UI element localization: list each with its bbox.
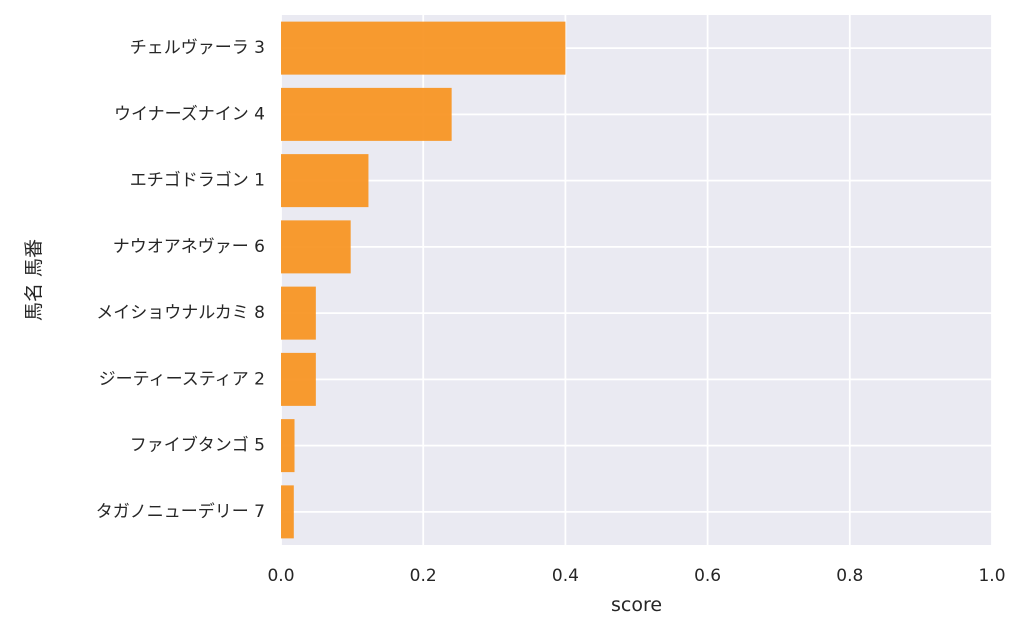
bar bbox=[281, 419, 295, 473]
y-tick-label: チェルヴァーラ 3 bbox=[130, 38, 265, 58]
x-tick-labels: 0.0 0.2 0.4 0.6 0.8 1.0 bbox=[267, 566, 1005, 586]
bar bbox=[281, 21, 566, 75]
x-axis-title: score bbox=[611, 594, 662, 616]
y-tick-label: ファイブタンゴ 5 bbox=[130, 435, 265, 456]
x-tick-label: 0.8 bbox=[836, 566, 863, 586]
y-tick-label: メイショウナルカミ 8 bbox=[96, 303, 265, 323]
bar bbox=[281, 220, 351, 274]
y-tick-label: タガノニューデリー 7 bbox=[96, 501, 265, 522]
bars bbox=[281, 21, 566, 539]
x-tick-label: 1.0 bbox=[978, 566, 1005, 586]
y-tick-label: ジーティースティア 2 bbox=[99, 369, 265, 389]
x-tick-label: 0.2 bbox=[410, 566, 437, 586]
y-tick-labels: チェルヴァーラ 3 ウイナーズナイン 4 エチゴドラゴン 1 ナウオアネヴァー 6 メイ… bbox=[96, 38, 265, 522]
y-tick-label: ウイナーズナイン 4 bbox=[114, 104, 265, 124]
y-tick-label: エチゴドラゴン 1 bbox=[130, 170, 265, 191]
bar bbox=[281, 485, 294, 539]
bar bbox=[281, 87, 452, 141]
bar bbox=[281, 286, 316, 340]
x-tick-label: 0.0 bbox=[267, 566, 294, 586]
x-tick-label: 0.4 bbox=[552, 566, 579, 586]
bar bbox=[281, 154, 369, 208]
x-tick-label: 0.6 bbox=[694, 566, 721, 586]
y-axis-title: 馬名 馬番 bbox=[23, 239, 45, 321]
y-tick-label: ナウオアネヴァー 6 bbox=[113, 237, 265, 257]
bar bbox=[281, 352, 316, 406]
